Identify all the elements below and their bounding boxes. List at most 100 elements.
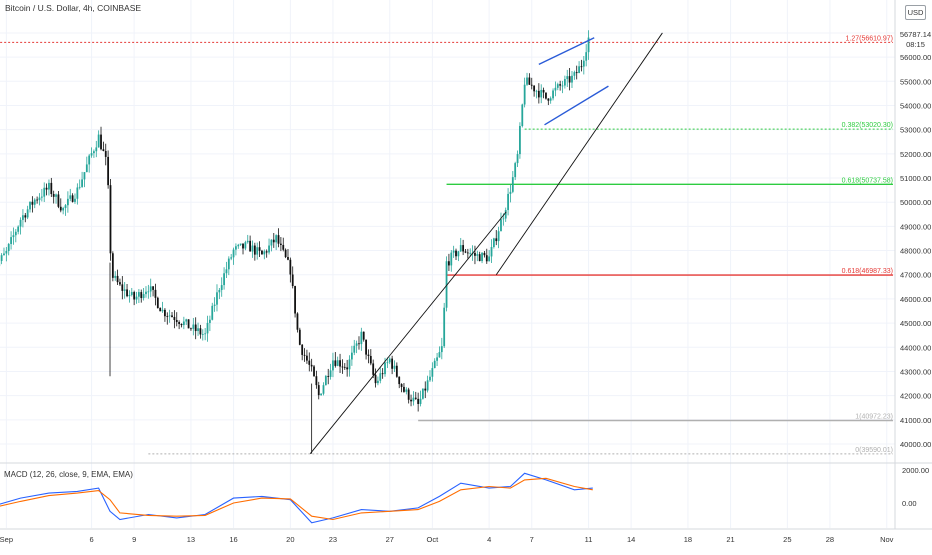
candle-body — [81, 179, 83, 187]
candle-body — [325, 376, 327, 385]
candle-body — [581, 66, 583, 67]
candle-body — [152, 286, 154, 290]
candle-body — [202, 334, 204, 335]
candle-body — [140, 292, 142, 298]
candle-body — [112, 253, 114, 278]
candle-body — [353, 346, 355, 353]
candle-body — [46, 188, 48, 190]
candle-body — [351, 353, 353, 360]
candle-body — [413, 398, 415, 402]
candle-body — [524, 85, 526, 105]
candle-body — [398, 377, 400, 384]
candle-body — [39, 198, 41, 201]
candle-body — [240, 244, 242, 245]
candle-body — [79, 187, 81, 188]
candle-body — [136, 297, 138, 300]
candle-body — [204, 333, 206, 334]
candle-body — [552, 91, 554, 99]
y-tick-label: 48000.00 — [900, 247, 931, 256]
candle-body — [124, 289, 126, 290]
candle-body — [318, 385, 320, 395]
candle-body — [301, 345, 303, 355]
candle-body — [235, 246, 237, 249]
candle-body — [117, 276, 119, 282]
candle-body — [29, 202, 31, 210]
candle-body — [247, 241, 249, 242]
candle-body — [216, 292, 218, 304]
candle-body — [360, 332, 362, 344]
candle-body — [311, 365, 313, 367]
candle-body — [223, 273, 225, 285]
candle-body — [17, 227, 19, 232]
y-tick-label: 41000.00 — [900, 416, 931, 425]
candle-body — [1, 255, 3, 261]
candle-body — [555, 88, 557, 91]
candle-body — [405, 390, 407, 392]
candle-body — [53, 194, 55, 197]
candle-body — [526, 78, 528, 85]
candle-body — [332, 360, 334, 370]
y-tick-label: 47000.00 — [900, 271, 931, 280]
candle-body — [476, 254, 478, 256]
candle-body — [207, 323, 209, 333]
candle-body — [379, 373, 381, 381]
candle-body — [538, 91, 540, 98]
candle-body — [67, 199, 69, 205]
candle-body — [58, 194, 60, 206]
candle-body — [384, 363, 386, 374]
x-tick-label: 25 — [783, 535, 791, 544]
candle-body — [365, 340, 367, 355]
candle-body — [91, 153, 93, 155]
x-tick-label: 27 — [386, 535, 394, 544]
y-tick-label: 54000.00 — [900, 101, 931, 110]
candle-body — [327, 376, 329, 377]
candle-body — [420, 399, 422, 404]
candle-body — [415, 398, 417, 399]
candle-body — [334, 360, 336, 365]
y-tick-label: 50000.00 — [900, 198, 931, 207]
candle-body — [159, 308, 161, 311]
candle-body — [214, 305, 216, 306]
candle-body — [261, 251, 263, 255]
candle-body — [562, 86, 564, 87]
candle-body — [533, 86, 535, 92]
candle-body — [244, 242, 246, 248]
candle-body — [88, 156, 90, 165]
candle-body — [493, 238, 495, 247]
candle-body — [342, 367, 344, 368]
y-tick-label: 42000.00 — [900, 392, 931, 401]
y-tick-label: 40000.00 — [900, 440, 931, 449]
candle-body — [344, 367, 346, 368]
candle-body — [95, 147, 97, 151]
candle-body — [429, 377, 431, 381]
candle-body — [76, 187, 78, 198]
fib-level-label: 1.27(56610.97) — [846, 35, 893, 42]
candle-body — [453, 251, 455, 253]
candle-body — [441, 346, 443, 352]
candle-body — [129, 295, 131, 296]
currency-button[interactable]: USD — [905, 5, 926, 20]
candle-body — [436, 357, 438, 360]
candle-body — [502, 218, 504, 219]
candle-body — [145, 292, 147, 294]
candle-body — [585, 52, 587, 61]
candle-body — [147, 291, 149, 292]
y-tick-label: 43000.00 — [900, 367, 931, 376]
x-tick-label: 7 — [530, 535, 534, 544]
candle-body — [510, 192, 512, 194]
x-tick-label: 9 — [132, 535, 136, 544]
y-tick-label: 44000.00 — [900, 343, 931, 352]
x-tick-label: Nov — [880, 535, 894, 544]
candle-body — [571, 76, 573, 83]
x-tick-label: 21 — [726, 535, 734, 544]
candle-body — [583, 61, 585, 67]
candle-body — [488, 256, 490, 261]
candle-body — [377, 381, 379, 383]
candle-body — [368, 355, 370, 356]
candle-body — [505, 210, 507, 218]
candle-body — [105, 151, 107, 157]
candle-body — [394, 366, 396, 369]
candle-body — [93, 151, 95, 153]
candle-body — [339, 360, 341, 366]
candle-body — [500, 219, 502, 231]
